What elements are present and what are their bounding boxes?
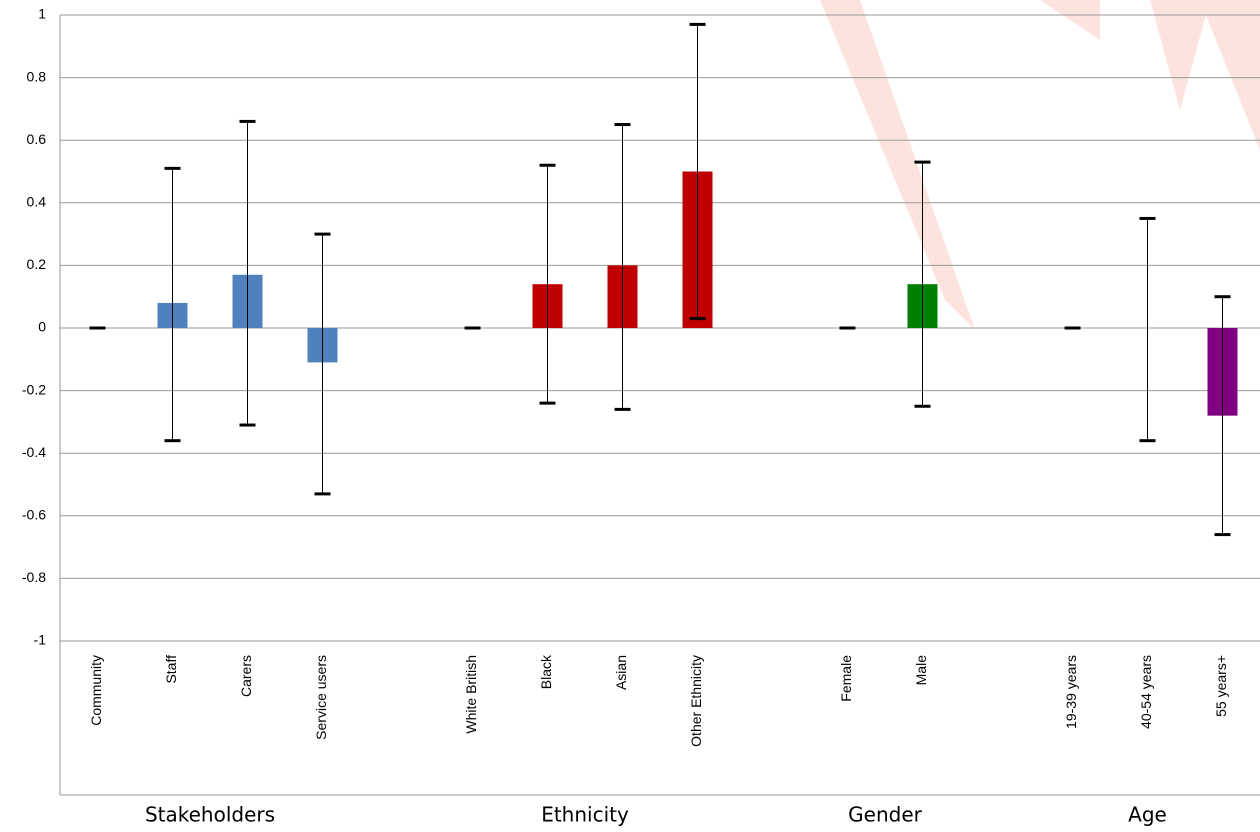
y-tick-label: 0.4: [27, 194, 47, 210]
y-tick-label: -1: [34, 632, 47, 648]
x-tick-label: Black: [538, 654, 554, 689]
y-tick-label: -0.6: [22, 507, 46, 523]
y-tick-label: -0.8: [22, 569, 46, 585]
x-tick-label: Carers: [238, 655, 254, 697]
x-tick-label: Asian: [613, 655, 629, 690]
x-tick-label: 19-39 years: [1063, 655, 1079, 729]
x-tick-label: Other Ethnicity: [688, 655, 704, 747]
y-tick-label: 0.2: [27, 256, 47, 272]
y-tick-label: 0.8: [27, 68, 47, 84]
x-tick-label: 55 years+: [1213, 655, 1229, 717]
x-tick-label: Community: [88, 655, 104, 726]
y-tick-label: 1: [38, 6, 46, 22]
x-tick-label: 40-54 years: [1138, 655, 1154, 729]
group-label: Gender: [848, 803, 922, 827]
x-tick-label: Male: [913, 655, 929, 686]
y-tick-label: -0.4: [22, 444, 46, 460]
y-tick-label: 0: [38, 319, 46, 335]
background-decoration: [820, 0, 1260, 330]
y-tick-label: 0.6: [27, 131, 47, 147]
x-tick-label: Service users: [313, 655, 329, 740]
x-tick-label: White British: [463, 655, 479, 734]
group-label: Stakeholders: [145, 803, 275, 827]
group-label: Ethnicity: [541, 803, 629, 827]
y-tick-label: -0.2: [22, 381, 46, 397]
x-tick-label: Staff: [163, 655, 179, 684]
group-label: Age: [1128, 803, 1167, 827]
x-tick-label: Female: [838, 655, 854, 702]
